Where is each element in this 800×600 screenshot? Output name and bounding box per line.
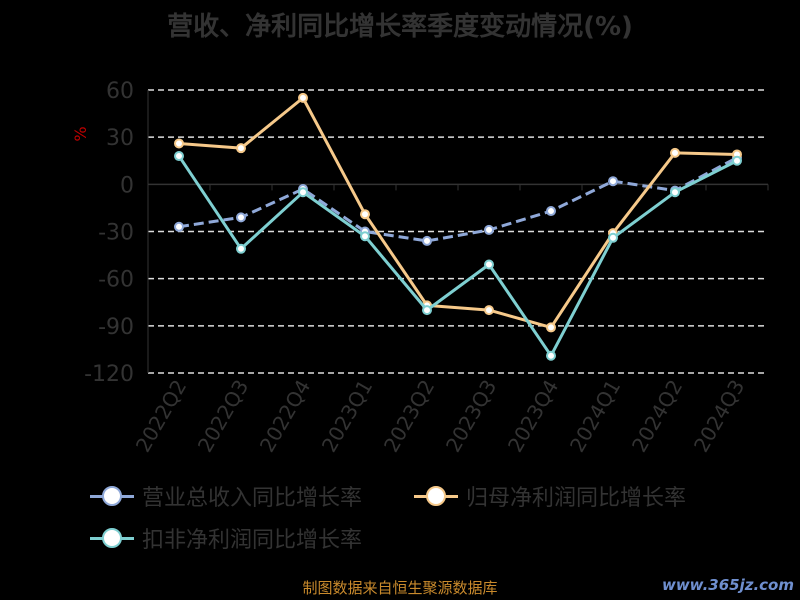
legend-label: 归母净利润同比增长率: [466, 486, 687, 511]
y-tick-label: 60: [106, 79, 134, 104]
legend-swatch: [414, 485, 458, 506]
x-tick-label: 2023Q4: [503, 376, 563, 457]
series-line-0: [178, 156, 738, 243]
x-tick-label: 2024Q3: [689, 376, 749, 457]
x-tick-label: 2023Q1: [317, 376, 377, 457]
legend-swatch: [90, 527, 134, 548]
data-point: [236, 143, 246, 154]
legend-item-deducted-profit[interactable]: 扣非净利润同比增长率: [90, 522, 362, 554]
data-point: [608, 176, 618, 187]
x-tick-label: 2022Q4: [255, 376, 315, 457]
series-group: [174, 92, 742, 361]
y-tick-labels: 60 30 0 -30 -60 -90 -120: [84, 79, 134, 387]
x-tick-label: 2022Q3: [193, 376, 253, 457]
x-tick-label: 2022Q2: [131, 376, 191, 457]
data-point: [236, 243, 246, 254]
series-line-1: [178, 96, 738, 329]
x-tick-label: 2023Q2: [379, 376, 439, 457]
data-point: [732, 155, 742, 166]
grid-lines: [148, 89, 768, 374]
data-point: [670, 147, 680, 158]
data-point: [360, 231, 370, 242]
y-tick-label: -90: [98, 315, 134, 340]
data-point: [546, 206, 556, 217]
legend-label: 扣非净利润同比增长率: [142, 528, 363, 553]
legend-swatch: [90, 485, 134, 506]
y-tick-label: 30: [106, 126, 134, 151]
series-line-2: [177, 155, 738, 358]
data-point: [608, 232, 618, 243]
data-point: [360, 209, 370, 220]
data-point: [174, 151, 184, 162]
data-point: [484, 224, 494, 235]
data-point: [174, 221, 184, 232]
y-tick-label: -60: [98, 268, 134, 293]
y-tick-label: 0: [120, 173, 134, 198]
x-tick-label: 2024Q2: [627, 376, 687, 457]
legend-item-revenue[interactable]: 营业总收入同比增长率: [90, 480, 362, 512]
data-point: [298, 92, 308, 103]
data-point: [174, 138, 184, 149]
chart-title: 营收、净利同比增长率季度变动情况(%): [167, 12, 633, 42]
legend-label: 营业总收入同比增长率: [142, 486, 363, 511]
data-point: [422, 305, 432, 316]
data-point: [546, 322, 556, 333]
data-point: [670, 187, 680, 198]
watermark: www.365jz.com: [661, 576, 794, 594]
x-tick-label: 2024Q1: [565, 376, 625, 457]
y-tick-label: -120: [84, 362, 134, 387]
legend-item-net-profit[interactable]: 归母净利润同比增长率: [414, 480, 686, 512]
data-source-note: 制图数据来自恒生聚源数据库: [302, 579, 498, 597]
y-axis-label: %: [71, 126, 90, 141]
data-point: [422, 235, 432, 246]
data-point: [298, 187, 308, 198]
x-tick-label: 2023Q3: [441, 376, 501, 457]
x-axis: 2022Q2 2022Q3 2022Q4 2023Q1 2023Q2 2023Q3 2023…: [131, 90, 769, 457]
data-point: [484, 259, 494, 270]
data-point: [236, 212, 246, 223]
data-point: [484, 305, 494, 316]
data-point: [546, 350, 556, 361]
y-tick-label: -30: [98, 221, 134, 246]
